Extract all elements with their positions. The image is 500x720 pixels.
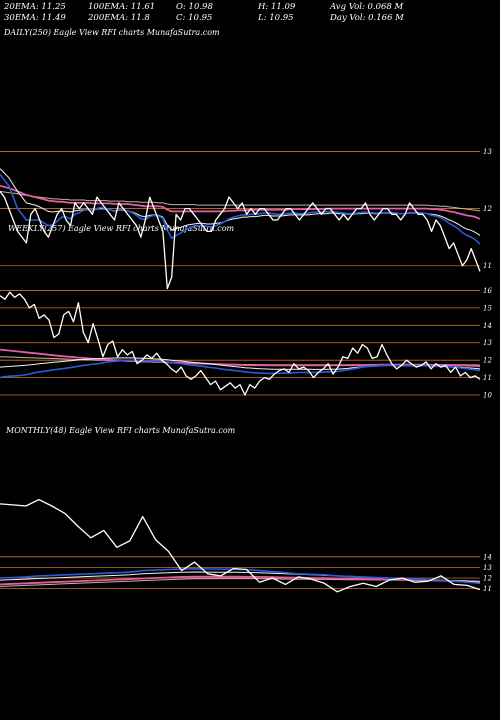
- series-line-ema100: [0, 184, 481, 220]
- header-ema20: 20EMA: 11.25: [4, 2, 66, 12]
- series-line-price: [0, 291, 481, 396]
- daily-panel-title: DAILY(250) Eagle View RFI charts MunafaS…: [4, 28, 220, 37]
- y-tick-label: 11: [483, 374, 492, 382]
- header-avgvol: Avg Vol: 0.068 M: [330, 2, 404, 12]
- monthly-panel-title: MONTHLY(48) Eagle View RFI charts Munafa…: [6, 426, 236, 435]
- header-open: O: 10.98: [176, 2, 213, 12]
- header-dayvol: Day Vol: 0.166 M: [330, 13, 404, 23]
- header-ema200: 200EMA: 11.8: [88, 13, 150, 23]
- y-tick-label: 12: [483, 357, 492, 365]
- panel-1: 16 15 14 13 12 11 10: [0, 287, 492, 400]
- panel-0: 13 12 11: [0, 148, 492, 290]
- header-low: L: 10.95: [258, 13, 294, 23]
- y-tick-label: 12: [483, 205, 492, 213]
- y-tick-label: 13: [483, 148, 492, 156]
- y-tick-label: 11: [483, 585, 492, 593]
- series-line-ema100: [0, 348, 481, 368]
- weekly-panel-title: WEEKLY(257) Eagle View RFI charts Munafa…: [8, 224, 235, 233]
- series-line-price: [0, 191, 481, 290]
- header-ema100: 100EMA: 11.61: [88, 2, 156, 12]
- panel-2: 14 13 12 11: [0, 498, 492, 593]
- y-tick-label: 12: [483, 575, 492, 583]
- y-tick-label: 13: [483, 564, 492, 572]
- y-tick-label: 16: [483, 287, 492, 295]
- header-close: C: 10.95: [176, 13, 213, 23]
- series-line-price: [0, 498, 481, 593]
- series-line-ema100: [0, 575, 481, 586]
- y-tick-label: 11: [483, 262, 492, 270]
- y-tick-label: 14: [483, 322, 492, 330]
- y-tick-label: 10: [483, 392, 492, 400]
- y-tick-label: 14: [483, 553, 492, 561]
- header-high: H: 11.09: [258, 2, 296, 12]
- y-tick-label: 13: [483, 339, 492, 347]
- y-tick-label: 15: [483, 304, 492, 312]
- header-ema30: 30EMA: 11.49: [4, 13, 66, 23]
- series-line-ema20: [0, 359, 481, 379]
- series-line-ema20: [0, 173, 481, 245]
